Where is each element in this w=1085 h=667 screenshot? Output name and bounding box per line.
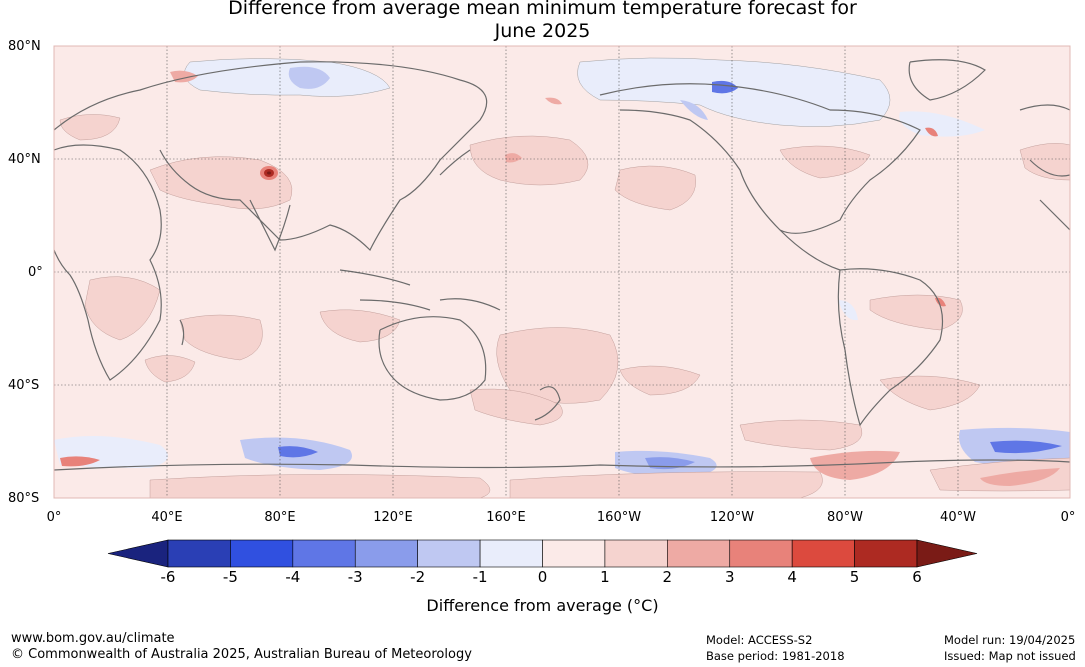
- lat-label-40s: 40°S: [8, 378, 40, 393]
- lon-label-40w: 40°W: [940, 510, 976, 525]
- lon-label-120e: 120°E: [373, 510, 413, 525]
- lon-label-160e: 160°E: [486, 510, 526, 525]
- footer-issued: Issued: Map not issued: [944, 649, 1076, 663]
- colorbar-bin: [667, 539, 731, 568]
- lon-label-80e: 80°E: [264, 510, 296, 525]
- lon-label-0-left: 0°: [46, 510, 62, 525]
- colorbar-bin: [791, 539, 855, 568]
- lat-label-40n: 40°N: [8, 152, 41, 167]
- coastlines: [54, 59, 1070, 471]
- lon-label-80w: 80°W: [827, 510, 863, 525]
- colorbar-bin: [292, 539, 356, 568]
- footer-model-run: Model run: 19/04/2025: [944, 633, 1076, 647]
- lon-label-0-right: 0°: [1060, 510, 1076, 525]
- colorbar-bin: [854, 539, 918, 568]
- map-title: Difference from average mean minimum tem…: [0, 0, 1085, 43]
- colorbar-bin: [729, 539, 793, 568]
- footer-model: Model: ACCESS-S2: [706, 633, 813, 647]
- map-field: [54, 46, 1070, 498]
- colorbar: [107, 539, 978, 568]
- colorbar-bin: [542, 539, 606, 568]
- footer-website: www.bom.gov.au/climate: [11, 631, 175, 646]
- title-line-2: June 2025: [494, 20, 591, 42]
- colorbar-bin: [354, 539, 418, 568]
- colorbar-tick-label: -1: [472, 568, 488, 586]
- colorbar-tick-label: 6: [912, 568, 922, 586]
- warm-anomaly-patches: [59, 114, 1070, 498]
- lon-label-120w: 120°W: [709, 510, 755, 525]
- colorbar-tick-label: 1: [600, 568, 610, 586]
- title-line-1: Difference from average mean minimum tem…: [228, 0, 857, 19]
- colorbar-tick-label: 0: [537, 568, 548, 586]
- lon-label-160w: 160°W: [596, 510, 642, 525]
- colorbar-tick-label: -4: [285, 568, 301, 586]
- colorbar-bin: [604, 539, 668, 568]
- colorbar-tick-label: 2: [662, 568, 673, 586]
- colorbar-tick-label: 3: [724, 568, 735, 586]
- colorbar-tick-label: -6: [160, 568, 176, 586]
- graticule: [54, 46, 1070, 498]
- colorbar-tick-label: 5: [849, 568, 860, 586]
- strong-warm-patches: [60, 70, 1060, 486]
- lat-label-80n: 80°N: [8, 39, 41, 54]
- colorbar-bin: [479, 539, 543, 568]
- colorbar-tick-label: -2: [410, 568, 426, 586]
- colorbar-extend-low: [107, 539, 169, 568]
- colorbar-tick-label: -5: [222, 568, 238, 586]
- colorbar-title: Difference from average (°C): [426, 596, 659, 615]
- lat-label-0: 0°: [28, 265, 43, 280]
- colorbar-bin: [417, 539, 481, 568]
- footer-copyright: © Commonwealth of Australia 2025, Austra…: [11, 647, 472, 662]
- map-frame: [53, 45, 1071, 499]
- colorbar-bin: [167, 539, 231, 568]
- lon-label-40e: 40°E: [151, 510, 183, 525]
- colorbar-tick-label: 4: [787, 568, 797, 586]
- colorbar-tick-label: -3: [347, 568, 363, 586]
- colorbar-bin: [230, 539, 294, 568]
- colorbar-extend-high: [916, 539, 978, 568]
- lat-label-80s: 80°S: [8, 491, 40, 506]
- footer-base-period: Base period: 1981-2018: [706, 649, 845, 663]
